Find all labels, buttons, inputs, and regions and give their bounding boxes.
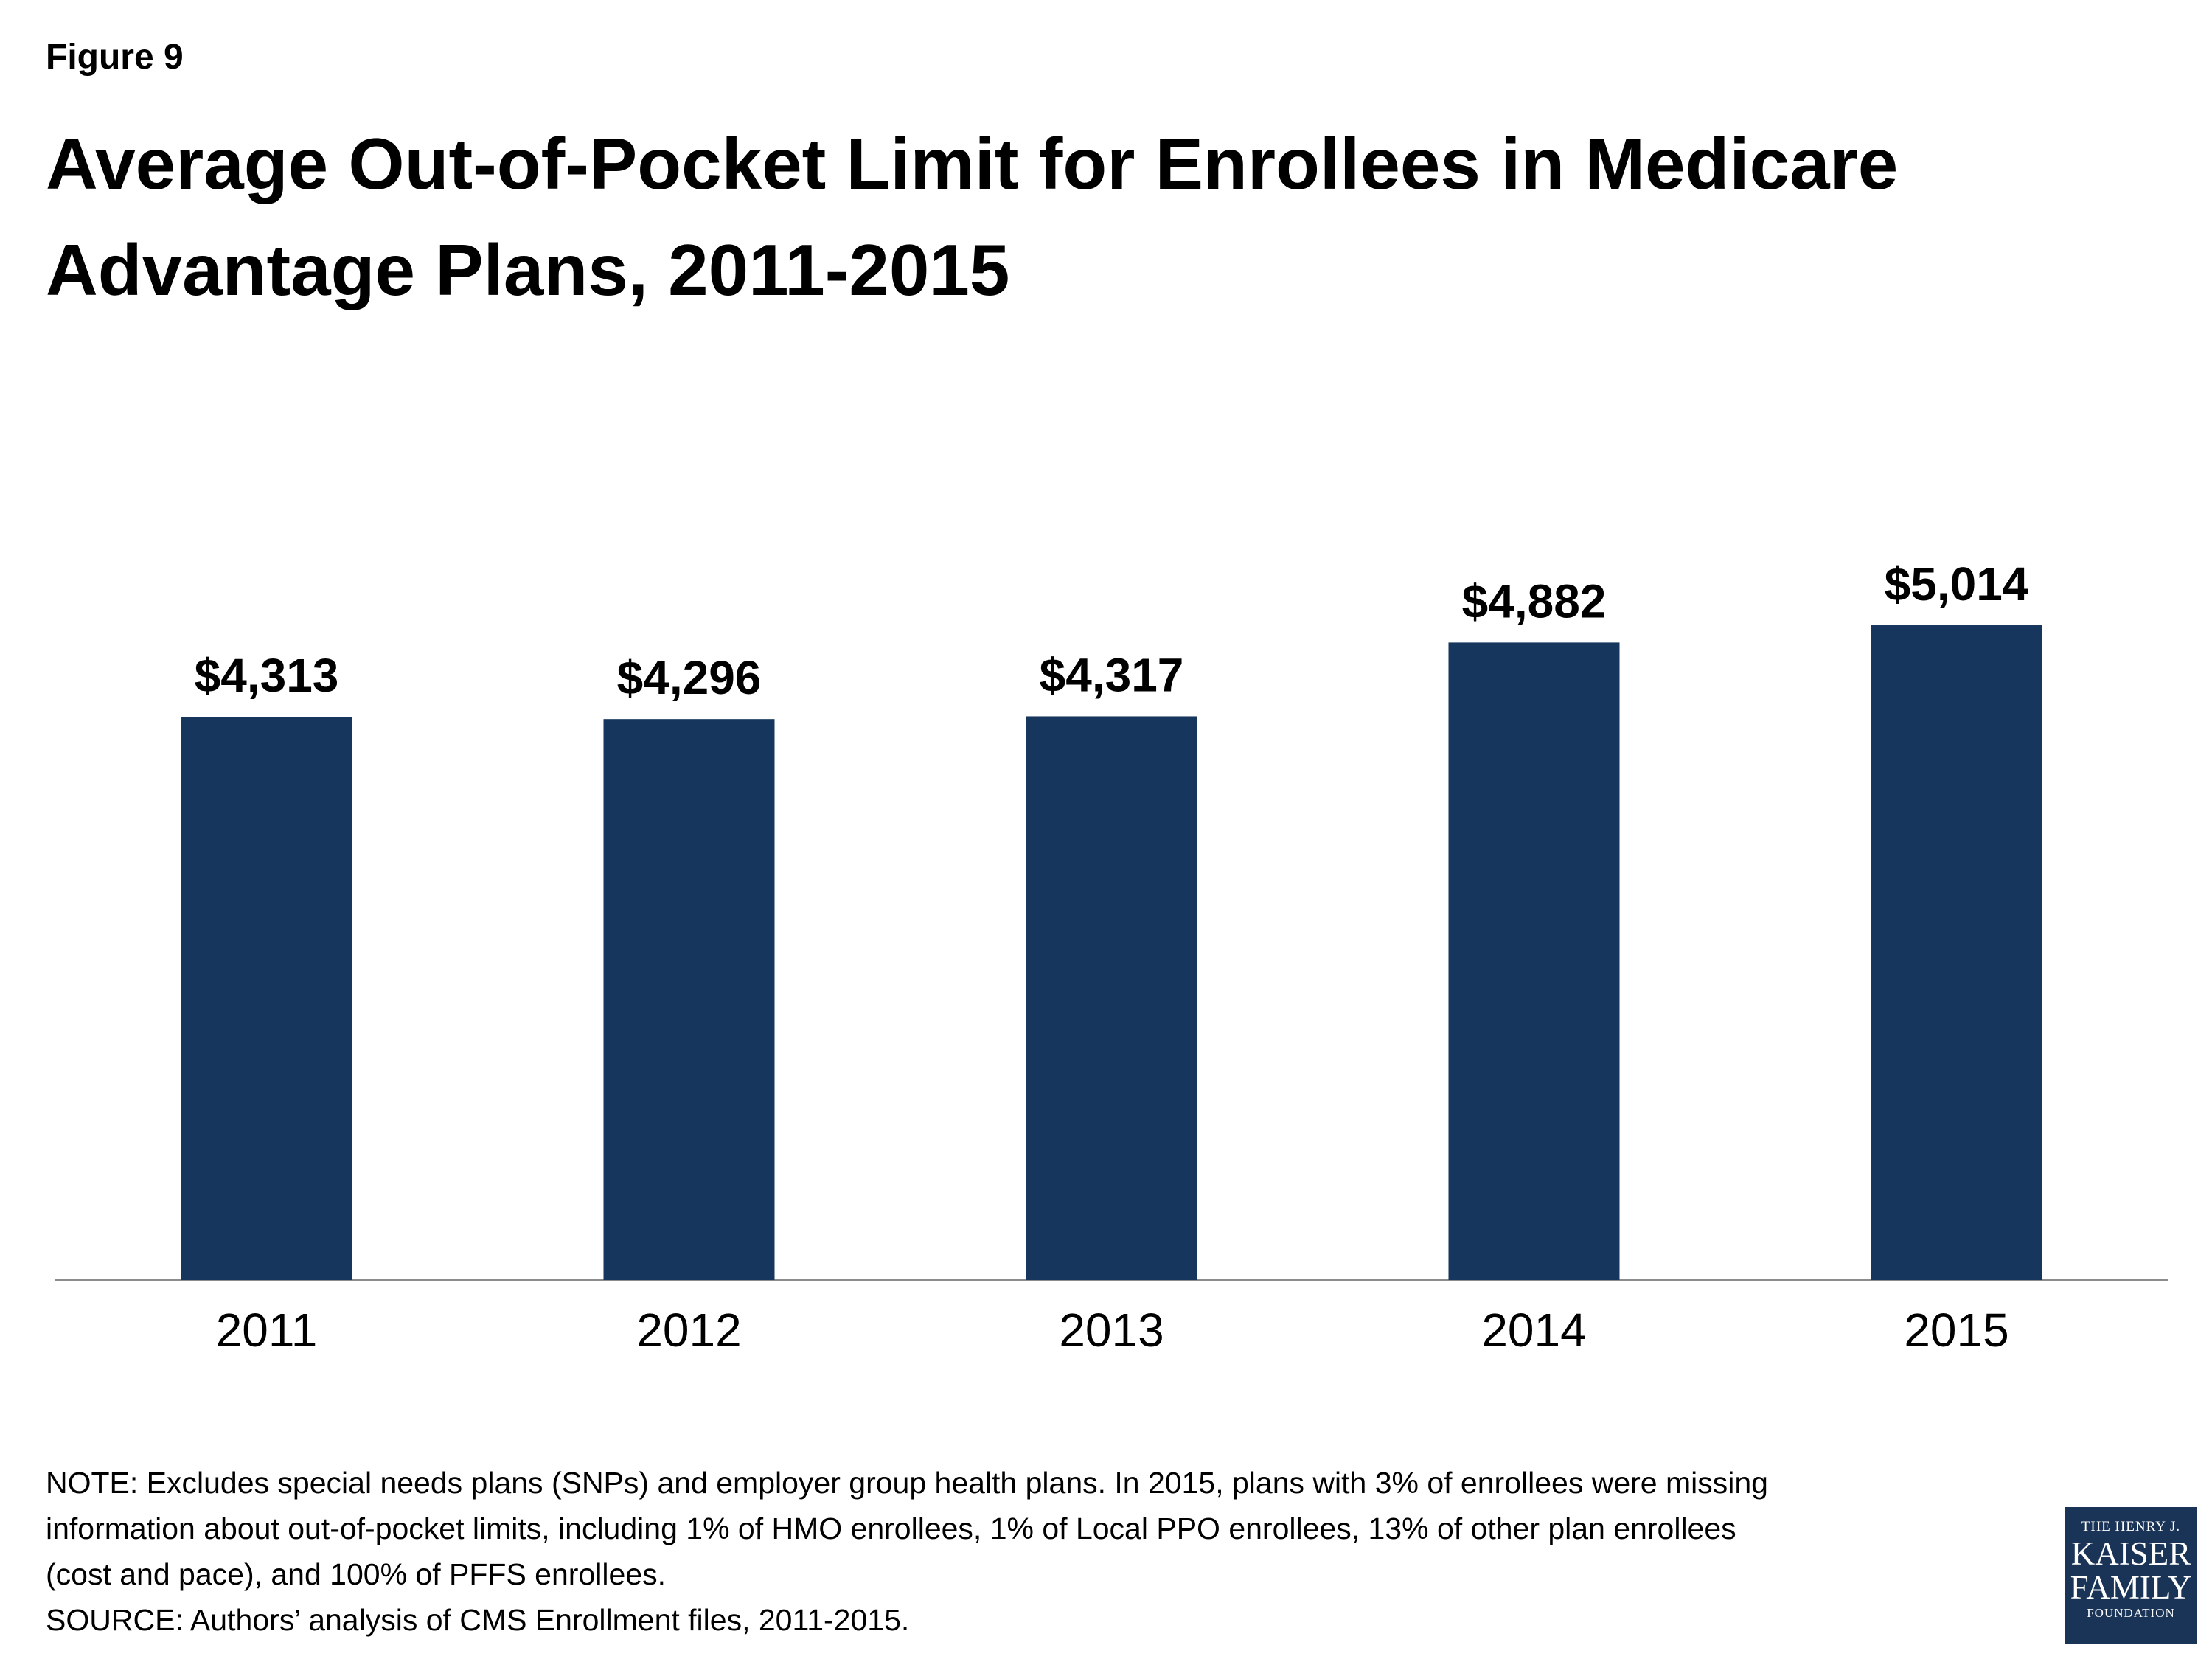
x-tick-2015: 2015 xyxy=(1904,1304,2008,1357)
data-label-2014: $4,882 xyxy=(1462,574,1607,627)
kff-logo: THE HENRY J. KAISER FAMILY FOUNDATION xyxy=(2065,1507,2197,1644)
x-tick-2014: 2014 xyxy=(1481,1304,1586,1357)
bar-2012 xyxy=(603,719,775,1280)
figure-label: Figure 9 xyxy=(46,38,184,77)
chart-title: Average Out-of-Pocket Limit for Enrollee… xyxy=(46,123,1899,310)
source-line: SOURCE: Authors’ analysis of CMS Enrollm… xyxy=(46,1603,910,1637)
note-line-1: NOTE: Excludes special needs plans (SNPs… xyxy=(46,1466,1768,1500)
x-tick-2012: 2012 xyxy=(636,1304,741,1357)
data-label-2015: $5,014 xyxy=(1885,557,2029,611)
x-tick-2011: 2011 xyxy=(216,1304,318,1357)
bar-2011 xyxy=(181,717,352,1280)
data-label-2012: $4,296 xyxy=(617,651,762,704)
logo-line1: KAISER xyxy=(2070,1535,2191,1572)
footer-notes: NOTE: Excludes special needs plans (SNPs… xyxy=(46,1460,2022,1643)
bar-2015 xyxy=(1871,625,2042,1280)
data-label-2013: $4,317 xyxy=(1040,648,1184,701)
logo-top-text: THE HENRY J. xyxy=(2081,1519,2181,1534)
x-tick-2013: 2013 xyxy=(1059,1304,1164,1357)
note-line-2: information about out-of-pocket limits, … xyxy=(46,1512,1736,1545)
logo-bottom-text: FOUNDATION xyxy=(2087,1606,2175,1620)
note-line-3: (cost and pace), and 100% of PFFS enroll… xyxy=(46,1557,666,1591)
bar-2013 xyxy=(1026,716,1197,1280)
bar-2014 xyxy=(1448,642,1620,1280)
logo-line2: FAMILY xyxy=(2070,1569,2192,1606)
data-label-2011: $4,313 xyxy=(195,649,339,702)
